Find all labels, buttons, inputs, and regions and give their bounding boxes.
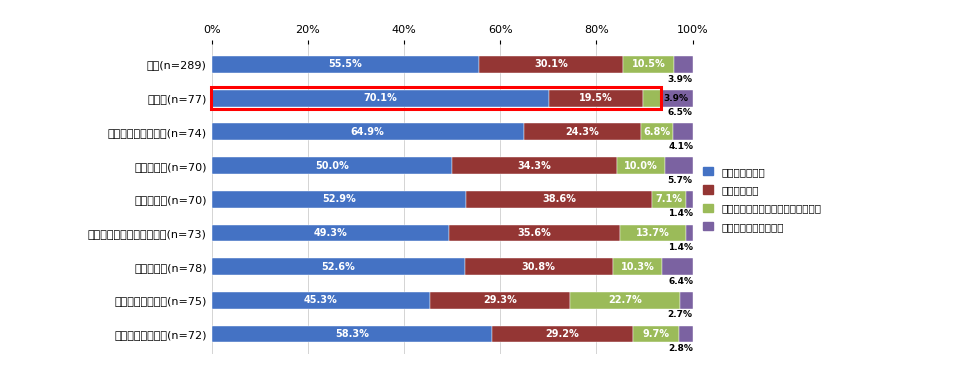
Text: 10.5%: 10.5% (631, 59, 665, 69)
Bar (211, 124, 523, 140)
Bar (523, 124, 640, 140)
Bar (661, 258, 692, 275)
Bar (623, 56, 673, 73)
Bar (685, 224, 692, 241)
Bar (211, 325, 491, 342)
Text: 1.4%: 1.4% (667, 209, 692, 218)
Bar (478, 56, 623, 73)
Text: 2.8%: 2.8% (667, 344, 692, 353)
Bar (210, 87, 660, 109)
Text: 34.3%: 34.3% (517, 161, 551, 170)
Bar (673, 124, 692, 140)
Bar (491, 325, 631, 342)
Bar (619, 224, 685, 241)
Bar (685, 191, 692, 208)
Text: 70.1%: 70.1% (363, 93, 397, 103)
Bar (429, 292, 570, 309)
Bar (660, 90, 692, 107)
Text: 10.0%: 10.0% (624, 161, 657, 170)
Text: 64.9%: 64.9% (351, 127, 384, 137)
Legend: 子どもの頃から, 成人してから, 体の衰えを感じる年齢になってから, ここ最近になってから: 子どもの頃から, 成人してから, 体の衰えを感じる年齢になってから, ここ最近に… (702, 167, 821, 232)
Text: 7.1%: 7.1% (654, 194, 681, 204)
Text: 38.6%: 38.6% (541, 194, 576, 204)
Text: 30.1%: 30.1% (533, 59, 567, 69)
Bar (642, 90, 660, 107)
Bar (678, 292, 692, 309)
Bar (570, 292, 678, 309)
Text: 29.2%: 29.2% (545, 329, 579, 339)
Bar (548, 90, 642, 107)
Text: 58.3%: 58.3% (334, 329, 368, 339)
Text: 22.7%: 22.7% (607, 295, 641, 305)
Bar (664, 157, 692, 174)
Bar (211, 90, 548, 107)
Text: 30.8%: 30.8% (521, 262, 555, 272)
Bar (616, 157, 664, 174)
Text: 52.6%: 52.6% (321, 262, 355, 272)
Text: 9.7%: 9.7% (642, 329, 669, 339)
Text: 24.3%: 24.3% (565, 127, 599, 137)
Bar (211, 157, 452, 174)
Text: 10.3%: 10.3% (620, 262, 653, 272)
Text: 1.4%: 1.4% (667, 243, 692, 252)
Bar (211, 224, 448, 241)
Text: 6.4%: 6.4% (668, 277, 692, 286)
Bar (452, 157, 616, 174)
Bar (678, 325, 692, 342)
Text: 2.7%: 2.7% (667, 310, 692, 320)
Text: 3.9%: 3.9% (667, 75, 692, 84)
Bar (612, 258, 661, 275)
Text: 55.5%: 55.5% (328, 59, 361, 69)
Bar (211, 292, 429, 309)
Text: 4.1%: 4.1% (668, 142, 692, 151)
Bar (464, 258, 612, 275)
Bar (211, 56, 478, 73)
Bar (631, 325, 678, 342)
Bar (640, 124, 673, 140)
Bar (651, 191, 685, 208)
Text: 19.5%: 19.5% (579, 93, 612, 103)
Text: 52.9%: 52.9% (322, 194, 356, 204)
Text: 6.8%: 6.8% (643, 127, 670, 137)
Bar (211, 258, 464, 275)
Bar (448, 224, 619, 241)
Bar (211, 191, 465, 208)
Text: 45.3%: 45.3% (304, 295, 337, 305)
Text: 35.6%: 35.6% (517, 228, 551, 238)
Text: 49.3%: 49.3% (313, 228, 347, 238)
Text: 5.7%: 5.7% (667, 176, 692, 184)
Text: 13.7%: 13.7% (635, 228, 669, 238)
Bar (673, 56, 692, 73)
Text: 50.0%: 50.0% (314, 161, 349, 170)
Text: 29.3%: 29.3% (482, 295, 516, 305)
Text: 6.5%: 6.5% (667, 108, 692, 117)
Text: 3.9%: 3.9% (663, 94, 688, 103)
Bar (465, 191, 651, 208)
